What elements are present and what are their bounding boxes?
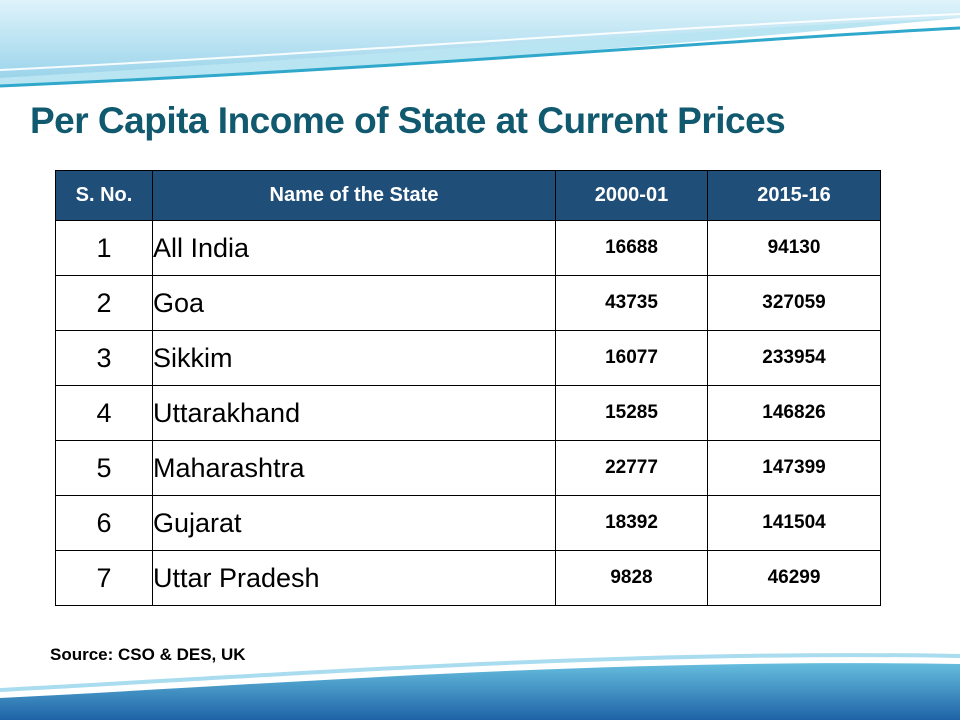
state-cell: Maharashtra	[152, 440, 556, 496]
header-2000-01: 2000-01	[555, 170, 708, 221]
state-cell: Uttar Pradesh	[152, 550, 556, 606]
value-2000-01-cell: 18392	[555, 495, 708, 551]
state-cell: Sikkim	[152, 330, 556, 386]
sno-cell: 6	[55, 495, 153, 551]
table-row: 1 All India 16688 94130	[55, 220, 881, 276]
value-2000-01-cell: 16077	[555, 330, 708, 386]
header-sno: S. No.	[55, 170, 153, 221]
value-2015-16-cell: 46299	[707, 550, 881, 606]
value-2000-01-cell: 9828	[555, 550, 708, 606]
value-2000-01-cell: 15285	[555, 385, 708, 441]
top-wave-decoration	[0, 0, 960, 88]
value-2015-16-cell: 146826	[707, 385, 881, 441]
table-row: 4 Uttarakhand 15285 146826	[55, 385, 881, 441]
state-cell: All India	[152, 220, 556, 276]
income-table: S. No. Name of the State 2000-01 2015-16…	[55, 170, 881, 606]
bottom-wave-decoration	[0, 653, 960, 720]
value-2015-16-cell: 94130	[707, 220, 881, 276]
table-row: 2 Goa 43735 327059	[55, 275, 881, 331]
header-state: Name of the State	[152, 170, 556, 221]
sno-cell: 1	[55, 220, 153, 276]
sno-cell: 3	[55, 330, 153, 386]
value-2000-01-cell: 22777	[555, 440, 708, 496]
table-row: 5 Maharashtra 22777 147399	[55, 440, 881, 496]
source-note: Source: CSO & DES, UK	[50, 645, 246, 664]
sno-cell: 5	[55, 440, 153, 496]
state-cell: Uttarakhand	[152, 385, 556, 441]
value-2000-01-cell: 16688	[555, 220, 708, 276]
slide-title: Per Capita Income of State at Current Pr…	[30, 100, 786, 141]
sno-cell: 7	[55, 550, 153, 606]
sno-cell: 2	[55, 275, 153, 331]
sno-cell: 4	[55, 385, 153, 441]
table-header-row: S. No. Name of the State 2000-01 2015-16	[55, 170, 881, 221]
value-2015-16-cell: 233954	[707, 330, 881, 386]
value-2000-01-cell: 43735	[555, 275, 708, 331]
value-2015-16-cell: 147399	[707, 440, 881, 496]
value-2015-16-cell: 327059	[707, 275, 881, 331]
header-2015-16: 2015-16	[707, 170, 881, 221]
state-cell: Goa	[152, 275, 556, 331]
state-cell: Gujarat	[152, 495, 556, 551]
table-row: 3 Sikkim 16077 233954	[55, 330, 881, 386]
value-2015-16-cell: 141504	[707, 495, 881, 551]
table-row: 6 Gujarat 18392 141504	[55, 495, 881, 551]
table-row: 7 Uttar Pradesh 9828 46299	[55, 550, 881, 606]
